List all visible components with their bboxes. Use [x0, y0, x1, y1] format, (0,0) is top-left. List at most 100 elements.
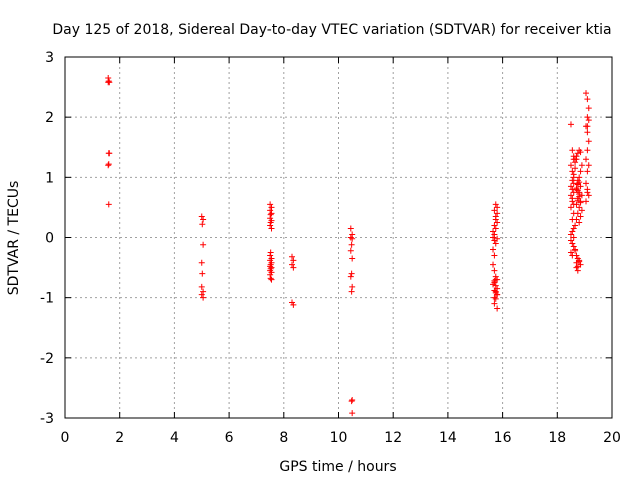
data-point [585, 138, 592, 145]
data-point [105, 78, 112, 85]
data-point [268, 276, 275, 283]
data-point [570, 234, 577, 241]
x-tick-label: 2 [115, 430, 124, 446]
data-point [347, 234, 354, 241]
data-point [349, 255, 356, 262]
data-point [348, 270, 355, 277]
data-point [572, 165, 579, 172]
data-point [494, 210, 501, 217]
data-point [198, 283, 205, 290]
data-point [573, 259, 580, 266]
data-point [492, 240, 499, 247]
x-tick-label: 10 [330, 430, 348, 446]
data-point [267, 275, 274, 282]
data-point [583, 180, 590, 187]
data-point [491, 207, 498, 214]
data-point [200, 294, 207, 301]
data-point [584, 147, 591, 154]
x-axis-tick-labels: 0 2 4 6 8 10 12 14 16 18 20 [61, 430, 621, 446]
data-point [576, 204, 583, 211]
data-point [348, 241, 355, 248]
data-point [574, 181, 581, 188]
data-point [572, 159, 579, 166]
data-point [492, 282, 499, 289]
data-point [492, 276, 499, 283]
data-point [576, 219, 583, 226]
data-point [494, 219, 501, 226]
data-point [106, 150, 113, 157]
x-tick-label: 20 [603, 430, 621, 446]
data-point [347, 273, 354, 280]
data-point [267, 219, 274, 226]
data-point [106, 79, 113, 86]
data-point [585, 192, 592, 199]
x-tick-label: 18 [548, 430, 566, 446]
data-point [490, 228, 497, 235]
data-point [491, 222, 498, 229]
data-point [583, 156, 590, 163]
y-tick-label: 2 [45, 110, 54, 126]
data-point [577, 199, 584, 206]
x-axis-label: GPS time / hours [279, 459, 396, 475]
data-point [570, 171, 577, 178]
data-point [570, 243, 577, 250]
data-point [573, 153, 580, 160]
data-point [290, 264, 297, 271]
data-point [573, 201, 580, 208]
data-point [267, 271, 274, 278]
data-point [200, 241, 207, 248]
data-point [347, 225, 354, 232]
data-point [585, 105, 592, 112]
chart-title: Day 125 of 2018, Sidereal Day-to-day VTE… [52, 22, 611, 38]
data-point [347, 247, 354, 254]
data-point [198, 291, 205, 298]
y-tick-label: 0 [45, 231, 54, 247]
data-point [490, 281, 497, 288]
data-point [567, 162, 574, 169]
data-point [570, 225, 577, 232]
data-point [348, 288, 355, 295]
data-point [491, 300, 498, 307]
data-point [267, 211, 274, 218]
data-point [349, 235, 356, 242]
x-tick-label: 4 [170, 430, 179, 446]
axis-ticks [64, 56, 613, 419]
x-tick-label: 14 [439, 430, 457, 446]
data-point [574, 263, 581, 270]
data-point [491, 277, 498, 284]
data-point [494, 291, 501, 298]
data-point [267, 249, 274, 256]
data-point [491, 267, 498, 274]
data-point [584, 96, 591, 103]
data-point [567, 121, 574, 128]
data-point [574, 150, 581, 157]
data-point [569, 177, 576, 184]
y-tick-label: -1 [40, 291, 54, 307]
data-point [198, 213, 205, 220]
y-axis-tick-labels: -3 -2 -1 0 1 2 3 [40, 50, 54, 427]
y-tick-label: 3 [45, 50, 54, 66]
data-point [348, 398, 355, 405]
data-point [585, 117, 592, 124]
data-point [574, 187, 581, 194]
data-point [577, 213, 584, 220]
data-point [573, 252, 580, 259]
data-point [200, 288, 207, 295]
data-point [567, 249, 574, 256]
data-point [289, 261, 296, 268]
data-point [494, 235, 501, 242]
data-point [577, 168, 584, 175]
data-point [569, 147, 576, 154]
data-point [576, 193, 583, 200]
y-tick-label: 1 [45, 170, 54, 186]
data-point [492, 288, 499, 295]
data-point [569, 228, 576, 235]
data-point [578, 162, 585, 169]
data-point [199, 270, 206, 277]
data-point [567, 192, 574, 199]
data-point [584, 123, 591, 130]
y-tick-label: -2 [40, 351, 54, 367]
data-point [267, 222, 274, 229]
data-point [569, 240, 576, 247]
